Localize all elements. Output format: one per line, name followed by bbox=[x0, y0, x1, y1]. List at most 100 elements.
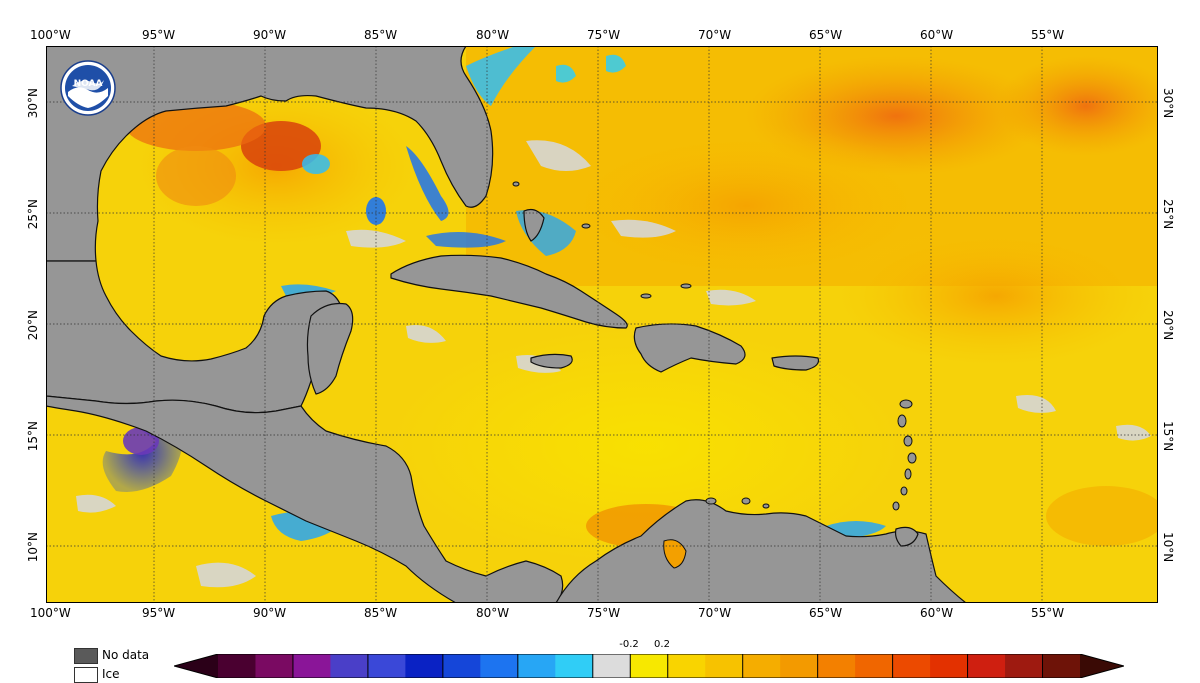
lesser-antilles bbox=[512, 181, 917, 511]
colorbar-segment bbox=[442, 654, 481, 678]
lat-label: 20°N bbox=[26, 310, 40, 341]
gulf-hot-spot bbox=[156, 146, 236, 206]
lon-label: 55°W bbox=[1031, 28, 1065, 42]
lon-label: 80°W bbox=[476, 606, 510, 620]
no-data-swatch bbox=[74, 648, 98, 664]
land-yucatan bbox=[306, 302, 354, 395]
colorbar-segment bbox=[292, 654, 332, 678]
sea-surface-map bbox=[46, 46, 1158, 603]
lon-label: 55°W bbox=[1031, 606, 1065, 620]
lat-label: 25°N bbox=[26, 199, 40, 230]
lat-label: 10°N bbox=[1161, 532, 1175, 563]
colorbar-segment bbox=[930, 654, 969, 678]
neutral-anomaly bbox=[406, 325, 446, 343]
colorbar-segment bbox=[967, 654, 1006, 678]
colorbar-label-neg: -0.2 bbox=[619, 639, 639, 650]
lat-label: 10°N bbox=[26, 532, 40, 563]
colorbar-segment bbox=[1005, 654, 1044, 678]
cool-anomaly bbox=[606, 54, 626, 73]
map-frame bbox=[46, 46, 1158, 603]
colorbar-segment bbox=[705, 654, 744, 678]
neutral-anomaly bbox=[611, 219, 676, 238]
no-data-label: No data bbox=[102, 648, 150, 662]
island bbox=[907, 452, 917, 464]
land-south-america bbox=[555, 499, 967, 603]
lon-label: 95°W bbox=[142, 606, 176, 620]
lon-label: 90°W bbox=[253, 606, 287, 620]
ice-swatch bbox=[74, 667, 98, 683]
island bbox=[741, 497, 751, 505]
lon-label: 70°W bbox=[698, 606, 732, 620]
colorbar-segment bbox=[592, 654, 631, 678]
colorbar-segment bbox=[855, 654, 894, 678]
colorbar-bar bbox=[174, 654, 1124, 678]
lat-label: 15°N bbox=[26, 421, 40, 452]
lon-label: 65°W bbox=[809, 606, 843, 620]
lon-label: 80°W bbox=[476, 28, 510, 42]
lon-label: 60°W bbox=[920, 606, 954, 620]
ice-label: Ice bbox=[102, 667, 120, 681]
lat-label: 20°N bbox=[1161, 310, 1175, 341]
lat-label: 25°N bbox=[1161, 199, 1175, 230]
lat-label: 30°N bbox=[26, 88, 40, 119]
colorbar-segment bbox=[555, 654, 594, 678]
warm-anomaly bbox=[836, 226, 1156, 366]
neutral-anomaly bbox=[706, 289, 756, 306]
island bbox=[581, 223, 591, 229]
colorbar-segment bbox=[667, 654, 706, 678]
island bbox=[762, 503, 770, 509]
neutral-anomaly bbox=[526, 140, 591, 171]
neutral-anomaly bbox=[76, 494, 116, 513]
colorbar-segment bbox=[630, 654, 669, 678]
colorbar-segment bbox=[892, 654, 931, 678]
island bbox=[640, 293, 652, 299]
colorbar-segment bbox=[817, 654, 856, 678]
warm-anomaly bbox=[996, 56, 1158, 156]
cool-anomaly bbox=[556, 64, 576, 83]
neutral-anomaly bbox=[1116, 424, 1151, 441]
island bbox=[897, 414, 907, 428]
colorbar-extend-high bbox=[1080, 654, 1124, 678]
gulf-hot-spot bbox=[126, 101, 266, 151]
island bbox=[680, 283, 692, 289]
land-jamaica bbox=[530, 353, 573, 369]
lon-label: 100°W bbox=[30, 606, 71, 620]
lon-label: 85°W bbox=[364, 606, 398, 620]
colorbar-segment bbox=[1042, 654, 1081, 678]
colorbar-segment bbox=[480, 654, 519, 678]
lon-label: 75°W bbox=[587, 28, 621, 42]
lon-label: 70°W bbox=[698, 28, 732, 42]
land-trinidad bbox=[894, 526, 919, 547]
land-north-america bbox=[46, 46, 494, 262]
lon-label: 100°W bbox=[30, 28, 71, 42]
cool-anomaly bbox=[123, 427, 159, 455]
island bbox=[899, 399, 913, 409]
colorbar-segment bbox=[218, 654, 257, 678]
island bbox=[904, 468, 912, 480]
cool-anomaly bbox=[406, 146, 449, 221]
colorbar-label-pos: 0.2 bbox=[654, 639, 670, 650]
lon-label: 95°W bbox=[142, 28, 176, 42]
land-cuba bbox=[390, 254, 628, 329]
lon-label: 90°W bbox=[253, 28, 287, 42]
colorbar-segment bbox=[405, 654, 444, 678]
lat-label: 30°N bbox=[1161, 88, 1175, 119]
cool-anomaly bbox=[426, 232, 506, 248]
colorbar-segment bbox=[742, 654, 781, 678]
colorbar-segment bbox=[367, 654, 406, 678]
lake-maracaibo bbox=[663, 539, 687, 569]
land bbox=[46, 46, 967, 603]
noaa-logo: NOAA bbox=[60, 60, 116, 116]
neutral-anomaly bbox=[1016, 395, 1056, 413]
land-puerto-rico bbox=[771, 355, 820, 371]
lon-label: 85°W bbox=[364, 28, 398, 42]
colorbar-segment bbox=[780, 654, 819, 678]
land-hispaniola bbox=[633, 323, 746, 373]
noaa-emblem bbox=[60, 60, 116, 116]
cool-anomaly bbox=[466, 46, 536, 106]
island bbox=[512, 181, 520, 187]
island bbox=[903, 435, 913, 447]
warm-anomaly bbox=[546, 126, 946, 286]
colorbar-extend-low bbox=[174, 654, 218, 678]
lon-label: 65°W bbox=[809, 28, 843, 42]
